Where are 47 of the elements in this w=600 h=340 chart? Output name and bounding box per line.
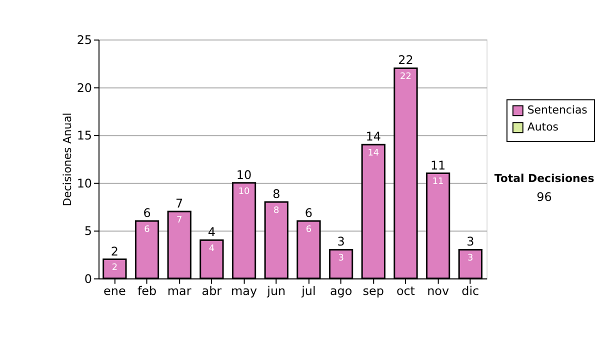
legend-label: Autos	[527, 120, 559, 134]
data-label: 8	[274, 206, 280, 216]
x-tick-label: nov	[427, 284, 450, 298]
x-tick-label: jul	[300, 284, 316, 298]
y-tick-label: 25	[76, 33, 92, 48]
y-tick-label: 10	[76, 176, 92, 190]
data-label: 10	[238, 186, 250, 197]
text: Total Decisiones	[494, 172, 594, 185]
y-tick-label: 15	[76, 128, 92, 143]
data-label: 7	[176, 215, 182, 226]
data-label: 6	[306, 224, 312, 235]
x-tick-label: oct	[396, 284, 416, 298]
x-tick-label: abr	[202, 284, 222, 298]
total-label: 3	[466, 234, 474, 249]
x-tick-label: ago	[330, 284, 352, 298]
total-label: 22	[398, 53, 414, 68]
data-label: 4	[208, 244, 215, 254]
y-tick-label: 5	[84, 224, 92, 238]
total-label: 7	[176, 196, 184, 211]
legend-label: Sentencias	[527, 104, 588, 117]
x-tick-label: may	[231, 284, 258, 298]
x-tick-label: feb	[137, 284, 157, 298]
y-tick-label: 0	[84, 272, 92, 286]
data-label: 11	[432, 177, 444, 188]
x-tick-label: mar	[167, 284, 192, 298]
x-tick-label: jun	[266, 284, 286, 298]
total-label: 10	[236, 168, 252, 182]
data-label: 3	[468, 254, 474, 264]
data-label: 6	[144, 224, 150, 235]
data-label: 14	[368, 148, 380, 159]
data-label: 3	[338, 254, 344, 264]
total-label: 6	[304, 206, 313, 220]
total-label: 11	[430, 158, 446, 172]
total-label: 3	[337, 234, 345, 249]
text: 96	[536, 190, 552, 204]
total-label: 14	[366, 130, 381, 144]
data-label: 2	[112, 263, 118, 274]
total-label: 6	[143, 206, 151, 220]
y-axis-title: Decisiones Anual	[60, 112, 74, 206]
x-tick-label: ene	[104, 284, 126, 298]
total-label: 8	[272, 186, 280, 201]
total-label: 4	[208, 225, 216, 240]
y-tick-label: 20	[76, 80, 92, 95]
total-label: 2	[110, 244, 118, 258]
x-tick-label: dic	[462, 284, 480, 298]
x-tick-label: sep	[362, 284, 384, 298]
data-label: 22	[400, 72, 412, 82]
